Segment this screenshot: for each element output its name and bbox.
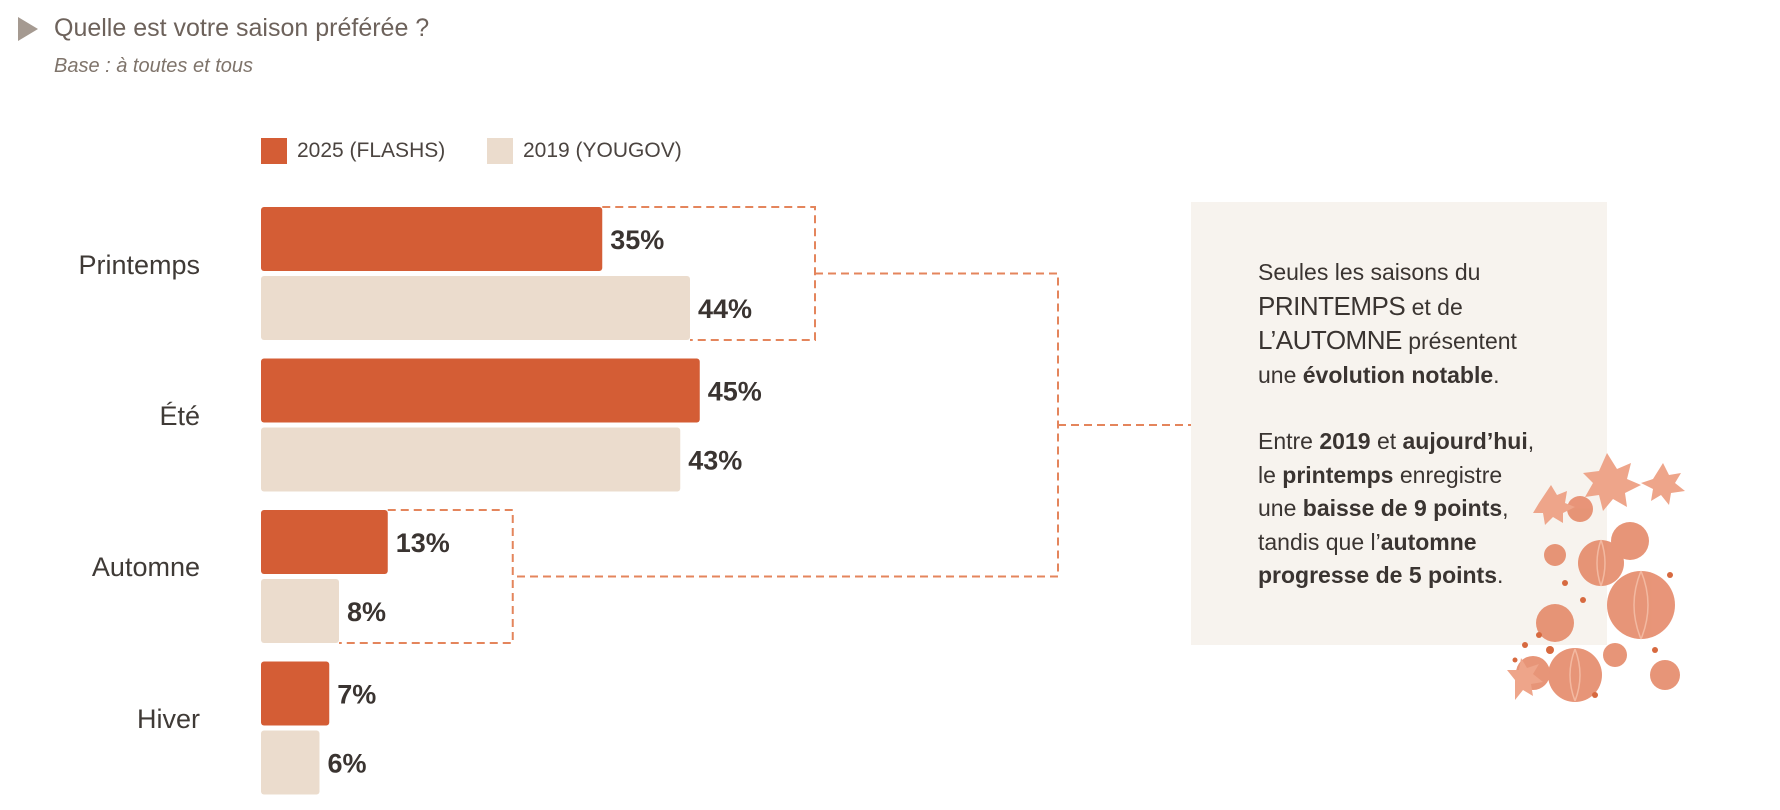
bar-hiver-2019 <box>261 730 320 795</box>
legend-label-2019: 2019 (YOUGOV) <box>523 139 682 162</box>
bar-automne-2025 <box>261 510 388 574</box>
insight-panel <box>1191 202 1607 645</box>
play-triangle-icon <box>18 16 38 41</box>
insight-text: Seules les saisons du PRINTEMPS et de L’… <box>1258 256 1558 593</box>
note-automne: L’AUTOMNE <box>1258 325 1402 355</box>
legend-item-2019: 2019 (YOUGOV) <box>487 138 682 164</box>
data-label-printemps-2025: 35% <box>610 225 664 255</box>
data-label-automne-2025: 13% <box>396 528 450 558</box>
note-text-1: Seules les saisons du <box>1258 259 1481 285</box>
note-period-1: . <box>1493 361 1500 388</box>
data-label-printemps-2019: 44% <box>698 294 752 324</box>
note-text-2: et de <box>1411 293 1463 320</box>
bar-hiver-2025 <box>261 661 330 726</box>
category-label-hiver: Hiver <box>136 704 200 734</box>
legend-swatch-2019 <box>487 138 513 164</box>
note-comma-2: , <box>1502 495 1509 521</box>
note-period-2: . <box>1497 562 1504 588</box>
note-printemps: PRINTEMPS <box>1258 290 1406 321</box>
bar-printemps-2019 <box>261 276 690 340</box>
bar-printemps-2025 <box>261 207 603 271</box>
note-text-7: le <box>1258 461 1276 488</box>
note-autumn: automne <box>1380 528 1477 555</box>
note-text-3: présentent <box>1408 328 1517 354</box>
legend-swatch-2025 <box>261 138 287 164</box>
autumn-pumpkins-leaves-icon <box>1507 453 1685 702</box>
data-label-ete-2025: 45% <box>708 377 762 407</box>
data-label-ete-2019: 43% <box>688 446 742 476</box>
connector-line <box>512 272 1191 578</box>
note-text-5: Entre <box>1258 428 1313 454</box>
note-year: 2019 <box>1319 428 1371 454</box>
bar-ete-2025 <box>261 358 700 423</box>
bar-automne-2019 <box>261 579 339 643</box>
insight-paragraph-2: Entre 2019 et aujourd’hui, le printemps … <box>1258 425 1558 593</box>
insight-paragraph-1: Seules les saisons du PRINTEMPS et de L’… <box>1258 256 1558 392</box>
legend-label-2025: 2025 (FLASHS) <box>297 139 446 162</box>
data-label-hiver-2025: 7% <box>337 680 376 710</box>
category-label-ete: Été <box>159 401 200 431</box>
category-label-printemps: Printemps <box>78 250 200 280</box>
category-label-automne: Automne <box>91 552 200 582</box>
note-text-4: une <box>1258 361 1297 388</box>
legend-item-2025: 2025 (FLASHS) <box>261 138 445 164</box>
chart-title: Quelle est votre saison préférée ? <box>54 14 430 42</box>
question-header: Quelle est votre saison préférée ? <box>18 14 429 43</box>
highlight-bracket-automne <box>339 509 514 644</box>
bar-ete-2019 <box>261 427 681 492</box>
chart-subtitle: Base : à toutes et tous <box>54 55 254 77</box>
note-spring: printemps <box>1282 461 1394 488</box>
data-label-hiver-2019: 6% <box>328 749 367 779</box>
note-today: aujourd’hui <box>1402 428 1528 454</box>
note-progress: progresse de 5 points <box>1258 562 1498 588</box>
note-text-6: et <box>1376 428 1397 454</box>
note-comma-1: , <box>1527 428 1535 454</box>
note-text-9: une <box>1258 495 1297 521</box>
note-evolution: évolution notable <box>1302 361 1494 388</box>
note-decline: baisse de 9 points <box>1302 495 1503 521</box>
note-text-10: tandis que l’ <box>1258 528 1381 555</box>
data-label-automne-2019: 8% <box>347 597 386 627</box>
note-text-8: enregistre <box>1399 461 1503 488</box>
